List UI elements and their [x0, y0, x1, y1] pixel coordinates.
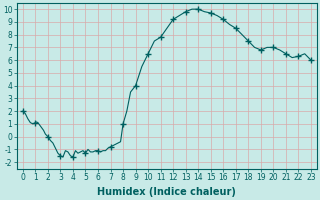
- X-axis label: Humidex (Indice chaleur): Humidex (Indice chaleur): [98, 187, 236, 197]
